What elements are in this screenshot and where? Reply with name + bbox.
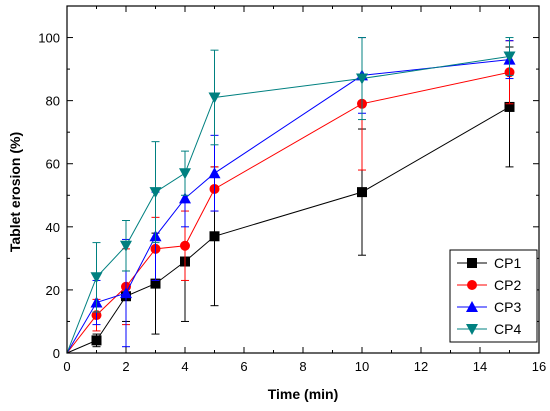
axes: 0 2 4 6 8 10 12 14 16 0 20 40 60 80 100	[38, 5, 546, 374]
data-point-cp3	[120, 287, 132, 299]
y-tick-label: 60	[46, 157, 60, 172]
legend-box	[449, 249, 538, 343]
series-line-cp2	[66, 71, 510, 354]
data-point-cp1	[91, 335, 102, 346]
legend-label-cp2: CP2	[494, 277, 521, 293]
y-tick-label: 80	[46, 94, 60, 109]
data-point-cp4	[503, 51, 516, 63]
legend-marker-cp4	[466, 324, 478, 335]
data-point-cp1	[150, 278, 161, 289]
series-cp4	[66, 37, 516, 354]
series-line-cp3	[66, 59, 510, 354]
legend-marker-cp2	[467, 280, 477, 290]
y-tick-label: 100	[38, 31, 60, 46]
legend-marker-cp3	[466, 301, 478, 312]
x-tick-label: 8	[299, 359, 306, 374]
legend-label-cp4: CP4	[494, 321, 521, 337]
x-tick-label: 6	[240, 359, 247, 374]
data-point-cp4	[179, 168, 191, 180]
data-point-cp2	[180, 240, 190, 251]
series-line-cp1	[66, 106, 510, 354]
x-tick-label: 2	[122, 359, 129, 374]
data-point-cp4	[208, 92, 221, 104]
data-point-cp4	[356, 73, 368, 85]
data-point-cp1	[209, 231, 220, 242]
data-point-cp1	[504, 101, 515, 112]
y-axis-title: Tablet erosion (%)	[7, 132, 23, 252]
plot-area	[66, 37, 516, 354]
legend-marker-cp1	[467, 258, 477, 268]
data-point-cp4	[120, 240, 132, 252]
data-point-cp3	[208, 167, 221, 179]
x-tick-label: 16	[532, 359, 546, 374]
x-tick-label: 0	[63, 359, 70, 374]
data-point-cp4	[149, 187, 162, 199]
y-tick-label: 20	[46, 283, 60, 298]
data-point-cp1	[357, 187, 367, 198]
legend-label-cp1: CP1	[494, 255, 521, 271]
data-point-cp4	[90, 272, 103, 284]
y-tick-label: 0	[53, 346, 60, 361]
data-point-cp3	[179, 192, 191, 204]
legend-label-cp3: CP3	[494, 299, 521, 315]
x-axis-title: Time (min)	[268, 386, 339, 402]
legend: CP1 CP2 CP3 CP4	[449, 249, 538, 343]
y-tick-label: 40	[46, 220, 60, 235]
series-cp2	[66, 37, 515, 354]
x-tick-label: 4	[181, 359, 188, 374]
x-tick-label: 10	[355, 359, 369, 374]
x-tick-label: 12	[414, 359, 428, 374]
x-tick-label: 14	[473, 359, 487, 374]
series-line-cp4	[66, 55, 510, 354]
series-cp1	[66, 46, 515, 354]
